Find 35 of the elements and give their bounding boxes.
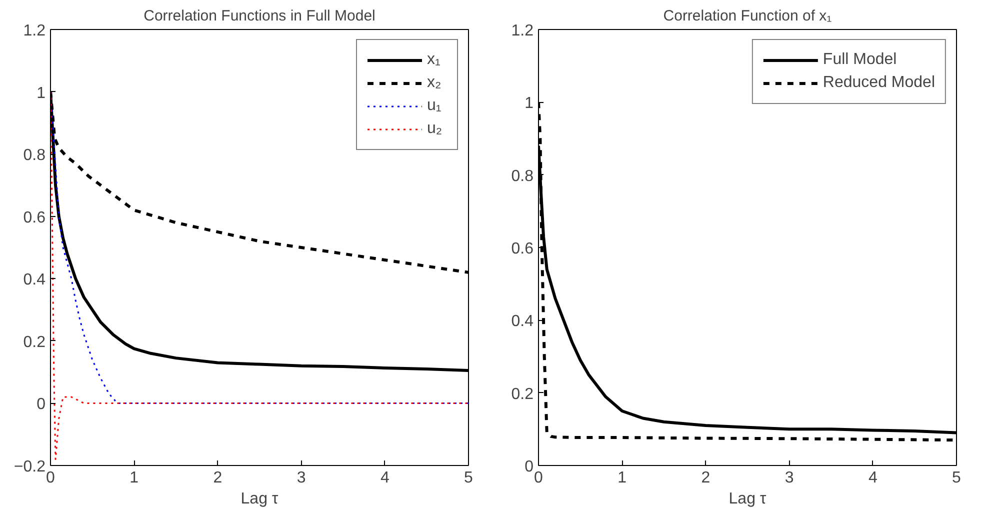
y-tick-label: 1.2 [511, 22, 534, 40]
x-tick-label: 3 [784, 470, 794, 486]
y-tick-label: 0.2 [511, 386, 534, 403]
chart-title: Correlation Function of x₁ [663, 8, 832, 24]
legend-label: u₂ [427, 120, 444, 138]
chart-title: Correlation Functions in Full Model [144, 8, 376, 24]
x-tick-label: 1 [130, 470, 139, 486]
x-tick-label: 1 [618, 470, 627, 486]
y-tick-label: 0 [36, 396, 46, 414]
y-tick-label: 1.2 [23, 22, 46, 40]
y-tick-label: 0 [524, 458, 534, 476]
x-tick-label: 5 [952, 470, 962, 486]
y-tick-label: 0.4 [23, 272, 46, 289]
legend-label: x₂ [427, 74, 442, 92]
x-tick-label: 5 [464, 470, 474, 486]
legend-label: Full Model [822, 51, 897, 69]
x-axis-title: Lag τ [728, 490, 767, 508]
x-tick-label: 4 [380, 470, 390, 486]
x-tick-label: 4 [868, 470, 878, 486]
y-tick-label: −0.2 [14, 458, 46, 476]
y-tick-label: 0.8 [511, 168, 534, 185]
y-tick-label: 0.6 [511, 240, 534, 258]
y-tick-label: 1 [36, 84, 46, 102]
legend-label: x₁ [427, 51, 442, 69]
x-axis-title: Lag τ [240, 490, 279, 508]
y-tick-label: 1 [524, 95, 534, 112]
legend-label: Reduced Model [822, 74, 935, 92]
legend-label: u₁ [427, 97, 442, 115]
y-tick-label: 0.6 [23, 209, 46, 226]
x-tick-label: 3 [296, 470, 306, 486]
x-tick-label: 2 [701, 470, 710, 486]
x-tick-label: 2 [213, 470, 222, 486]
y-tick-label: 0.4 [511, 313, 534, 330]
y-tick-label: 0.8 [23, 147, 46, 164]
y-tick-label: 0.2 [23, 334, 46, 351]
